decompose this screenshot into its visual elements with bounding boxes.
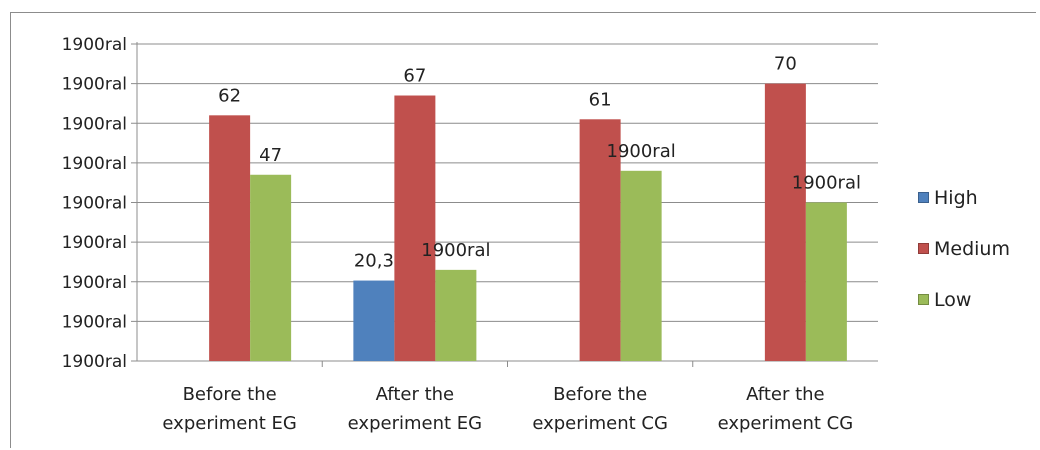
bar-low xyxy=(250,174,292,361)
y-tick-label: 1900ral xyxy=(62,35,127,55)
legend: High Medium Low xyxy=(918,172,1010,325)
legend-label-medium: Medium xyxy=(934,237,1010,260)
x-tick-label: Before the xyxy=(183,384,277,405)
bar-low xyxy=(620,170,662,361)
y-tick-label: 1900ral xyxy=(62,352,127,372)
x-tick-label: After the xyxy=(746,384,825,405)
legend-swatch-high xyxy=(918,192,929,203)
bar-medium xyxy=(394,95,436,361)
y-tick-label: 1900ral xyxy=(62,273,127,293)
bar-high xyxy=(353,280,395,361)
legend-item-high: High xyxy=(918,172,1010,223)
x-tick-label: Before the xyxy=(553,384,647,405)
y-tick-label: 1900ral xyxy=(62,194,127,214)
x-tick-label: experiment CG xyxy=(718,413,854,434)
y-tick-label: 1900ral xyxy=(62,312,127,332)
legend-item-medium: Medium xyxy=(918,223,1010,274)
legend-label-high: High xyxy=(934,186,978,209)
x-tick-label: experiment EG xyxy=(162,413,296,434)
bar-medium xyxy=(209,115,251,361)
bar-medium xyxy=(579,119,621,361)
data-label: 70 xyxy=(774,54,797,75)
x-tick-label: After the xyxy=(376,384,455,405)
data-label: 1900ral xyxy=(607,141,676,162)
legend-swatch-medium xyxy=(918,243,929,254)
y-tick-label: 1900ral xyxy=(62,114,127,134)
data-label: 1900ral xyxy=(421,240,490,261)
legend-label-low: Low xyxy=(934,288,972,311)
data-label: 62 xyxy=(218,85,241,106)
x-tick-label: experiment CG xyxy=(532,413,668,434)
legend-item-low: Low xyxy=(918,274,1010,325)
bar-low xyxy=(805,202,847,361)
data-label: 47 xyxy=(259,145,282,166)
y-tick-label: 1900ral xyxy=(62,154,127,174)
y-tick-label: 1900ral xyxy=(62,233,127,253)
data-label: 20,3 xyxy=(354,251,394,272)
data-label: 67 xyxy=(403,66,426,87)
chart-frame xyxy=(10,12,1036,448)
legend-swatch-low xyxy=(918,294,929,305)
x-tick-label: experiment EG xyxy=(348,413,482,434)
y-tick-label: 1900ral xyxy=(62,75,127,95)
bar-medium xyxy=(764,83,806,361)
data-label: 1900ral xyxy=(792,173,861,194)
bar-low xyxy=(435,269,477,361)
data-label: 61 xyxy=(589,89,612,110)
